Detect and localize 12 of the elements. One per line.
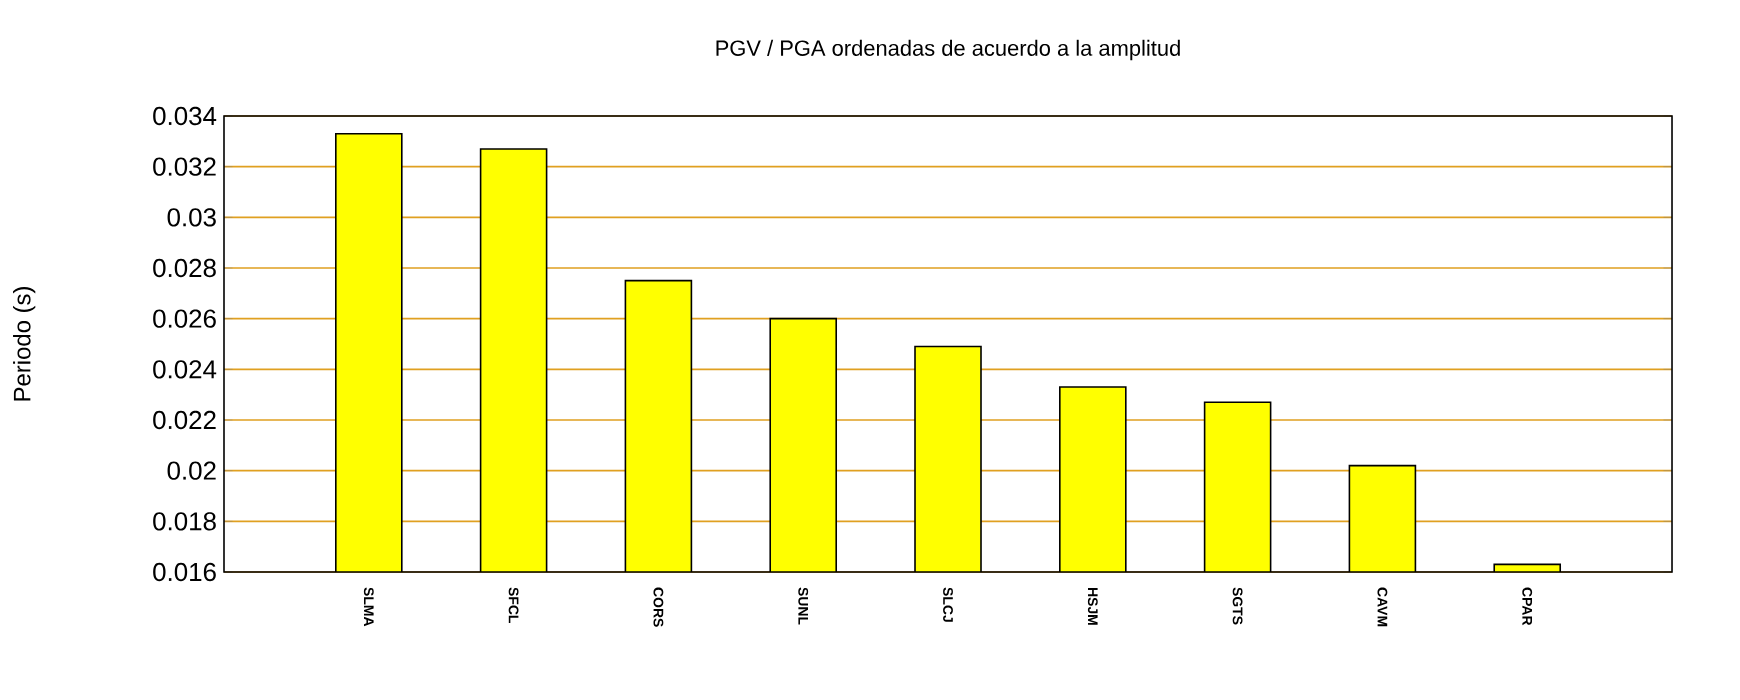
- y-tick-label: 0.028: [153, 258, 216, 278]
- y-tick-label: 0.018: [153, 512, 216, 531]
- y-tick-label: 0.034: [153, 106, 217, 126]
- y-tick-label: 0.024: [153, 360, 217, 379]
- y-tick-label: 0.032: [153, 157, 216, 176]
- y-tick-label: 0.02: [167, 461, 216, 480]
- y-tick-label: 0.016: [153, 562, 216, 582]
- y-axis-title: Periodo (s): [13, 287, 36, 401]
- chart-title: PGV / PGA ordenadas de acuerdo a la amplitud: [716, 39, 1180, 61]
- y-tick-label: 0.03: [167, 208, 216, 227]
- y-tick-label: 0.026: [153, 309, 216, 328]
- y-tick-label: 0.022: [153, 410, 216, 430]
